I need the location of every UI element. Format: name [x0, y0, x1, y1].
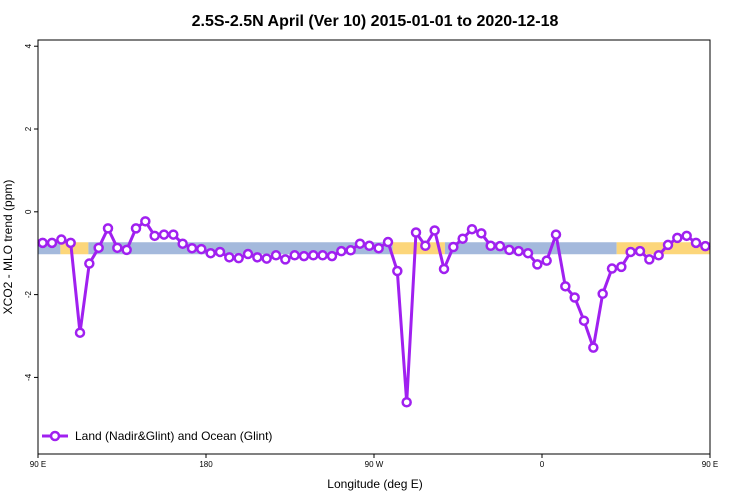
data-point [345, 245, 356, 256]
series-layer [37, 216, 711, 408]
data-point [354, 238, 366, 249]
data-point [700, 240, 711, 252]
data-point [298, 250, 310, 262]
data-point [522, 247, 534, 259]
data-point [336, 245, 347, 257]
y-tick-label: 2 [24, 126, 33, 131]
data-point [130, 223, 142, 234]
y-axis-label: XCO2 - MLO trend (ppm) [1, 180, 15, 315]
data-point [46, 237, 58, 249]
data-point [112, 242, 123, 254]
data-point [280, 254, 291, 265]
data-point [242, 248, 254, 260]
data-point [634, 245, 646, 257]
data-point [65, 237, 76, 249]
data-point [373, 242, 384, 254]
data-point [569, 292, 580, 303]
data-point [214, 246, 226, 258]
y-tick-label: 0 [24, 209, 33, 214]
data-point [382, 236, 394, 248]
data-point [588, 342, 599, 353]
y-tick-label: -2 [24, 291, 33, 299]
x-tick-label: 90 E [30, 460, 46, 469]
data-point [186, 242, 198, 254]
x-tick-label: 180 [199, 460, 213, 469]
x-tick-label: 90 E [702, 460, 718, 469]
data-point [485, 240, 496, 252]
data-point [149, 230, 160, 242]
data-point [233, 252, 244, 264]
data-point [513, 245, 524, 257]
legend-label: Land (Nadir&Glint) and Ocean (Glint) [75, 429, 272, 443]
data-point [429, 225, 440, 236]
data-point [261, 253, 272, 264]
data-point [420, 240, 431, 252]
data-point [504, 244, 515, 256]
data-point [140, 216, 151, 227]
data-point [410, 227, 422, 238]
x-tick-label: 0 [540, 460, 545, 469]
x-tick-label: 90 W [365, 460, 384, 469]
data-point [158, 229, 170, 240]
data-point [121, 244, 132, 256]
data-point [541, 255, 552, 266]
data-point [56, 234, 67, 245]
data-point [401, 397, 412, 408]
data-point [494, 240, 506, 252]
data-point [252, 252, 263, 263]
data-point [177, 238, 188, 249]
data-point [84, 258, 95, 269]
data-point [457, 233, 468, 244]
data-point [270, 250, 282, 261]
data-point [317, 250, 328, 261]
x-axis: 90 E 180 90 W 0 90 E [30, 454, 718, 469]
data-point [224, 252, 235, 263]
x-axis-label: Longitude (deg E) [327, 477, 422, 491]
data-point [74, 327, 86, 338]
data-point [392, 265, 403, 277]
data-point [205, 247, 216, 259]
data-point [466, 223, 478, 235]
data-point [102, 223, 114, 234]
chart-title: 2.5S-2.5N April (Ver 10) 2015-01-01 to 2… [192, 13, 559, 30]
data-point [578, 315, 590, 326]
data-point [681, 230, 692, 242]
data-point [168, 229, 179, 240]
y-tick-label: -4 [24, 373, 33, 381]
data-point [196, 243, 207, 255]
data-point [550, 229, 562, 240]
data-point [93, 242, 104, 254]
data-point [289, 250, 300, 261]
data-point [597, 288, 608, 300]
data-point [672, 232, 683, 244]
data-point [625, 246, 636, 258]
data-point [364, 240, 375, 252]
band-segment-land [392, 242, 445, 255]
legend: Land (Nadir&Glint) and Ocean (Glint) [42, 429, 272, 443]
data-point [326, 250, 338, 262]
data-point [644, 254, 655, 265]
data-point [476, 228, 487, 239]
data-point [438, 263, 450, 275]
data-point [690, 237, 702, 249]
legend-marker-swatch [49, 430, 61, 442]
data-point [532, 259, 543, 270]
data-point [448, 241, 459, 253]
data-point [606, 263, 618, 274]
data-point [653, 250, 664, 261]
data-point [308, 250, 319, 261]
data-point [616, 261, 627, 273]
data-point [37, 237, 48, 249]
data-point [662, 239, 674, 251]
data-point [560, 281, 571, 292]
y-axis: 4 2 0 -2 -4 [24, 43, 38, 381]
y-tick-label: 4 [24, 43, 33, 48]
